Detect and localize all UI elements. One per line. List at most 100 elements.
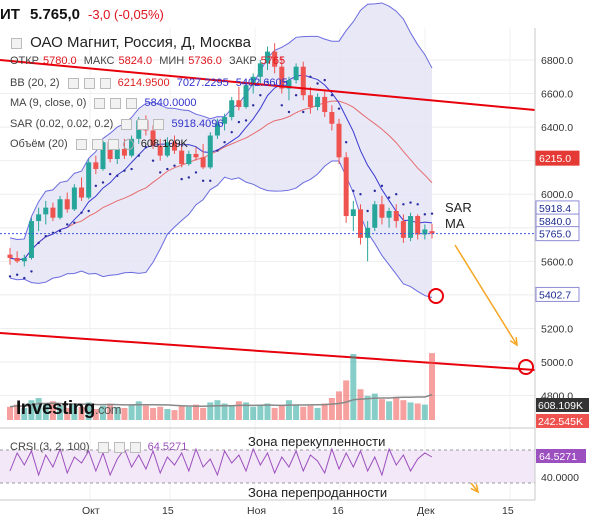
- sar-dot: [23, 276, 26, 280]
- candle-body: [222, 117, 228, 124]
- sar-dot: [309, 75, 312, 78]
- sar-dot: [352, 189, 355, 193]
- sar-dot: [15, 273, 19, 276]
- volume-bar: [214, 400, 221, 420]
- trend-line-lower: [0, 332, 536, 371]
- volume-bar: [350, 354, 357, 420]
- sar-dot: [395, 193, 398, 196]
- candle-body: [257, 63, 263, 77]
- candle-body: [336, 123, 342, 158]
- candle-body: [386, 211, 392, 218]
- volume-bar: [42, 403, 49, 420]
- sar-dot: [151, 159, 155, 162]
- eye-icon[interactable]: [94, 97, 106, 109]
- info-icon[interactable]: [122, 138, 134, 150]
- volume-bar: [421, 404, 428, 420]
- settings-icon[interactable]: [110, 97, 122, 109]
- volume-bar: [7, 406, 13, 420]
- sar-dot: [380, 184, 384, 188]
- collapse-icon[interactable]: [11, 37, 22, 49]
- candle-body: [400, 221, 406, 238]
- candle-body: [100, 142, 106, 170]
- close-icon[interactable]: [107, 138, 119, 150]
- volume-bar: [364, 395, 371, 420]
- sar-dot: [223, 141, 226, 144]
- settings-icon[interactable]: [137, 118, 149, 130]
- candle-body: [329, 112, 335, 124]
- candle-body: [36, 214, 42, 222]
- open-label: ОТКР: [10, 55, 40, 67]
- candle-body: [136, 120, 142, 139]
- high-value: 5824.0: [118, 55, 153, 67]
- close-icon[interactable]: [153, 118, 165, 130]
- close-icon[interactable]: [126, 97, 138, 109]
- header: ИТ 5.765,0 -3,0 (-0,05%): [0, 0, 164, 28]
- sar-dot: [201, 179, 205, 182]
- candle-body: [264, 51, 270, 64]
- candle-body: [315, 96, 321, 107]
- candle-body: [50, 207, 56, 218]
- candle-body: [57, 199, 63, 218]
- candle-body: [121, 148, 127, 156]
- volume-bar: [250, 406, 257, 420]
- high-label: МАКС: [83, 55, 115, 67]
- settings-icon[interactable]: [91, 138, 103, 150]
- time-tick-label: Ноя: [247, 505, 266, 517]
- eye-icon[interactable]: [75, 138, 87, 150]
- annotation-oversold: Зона перепроданности: [248, 485, 387, 500]
- time-tick-label: Окт: [82, 505, 100, 517]
- crsi-legend-row: CRSI (3, 2, 100) 64.5271: [10, 441, 191, 453]
- candle-body: [350, 209, 356, 217]
- sar-dot: [123, 169, 126, 172]
- volume-bar: [35, 398, 42, 420]
- candle-body: [86, 162, 92, 198]
- bb-legend-row: BB (20, 2) 6214.9500 7027.2295 5402.6605: [10, 77, 292, 89]
- volume-bar: [135, 401, 142, 420]
- price-badge: [535, 226, 580, 242]
- settings-icon[interactable]: [113, 441, 125, 453]
- sar-dot: [116, 174, 119, 177]
- candle-body: [14, 257, 20, 262]
- eye-icon[interactable]: [121, 118, 133, 130]
- ma-value: 5840.0000: [144, 97, 197, 109]
- price-badge: [535, 150, 580, 166]
- price-badge-label: 6215.0: [539, 153, 571, 165]
- volume-bar: [407, 402, 414, 420]
- candle-body: [28, 221, 34, 258]
- price-tick-label: 6600.0: [541, 89, 573, 101]
- volume-bar: [78, 406, 85, 420]
- eye-icon[interactable]: [97, 441, 109, 453]
- close-icon[interactable]: [99, 77, 111, 89]
- price-badge-label: 5840.0: [539, 216, 571, 228]
- eye-icon[interactable]: [67, 77, 79, 89]
- crsi-band: [0, 450, 535, 483]
- candle-body: [64, 199, 70, 210]
- volume-bar: [393, 396, 400, 420]
- price-tick-label: 6400.0: [541, 122, 573, 134]
- volume-bar: [271, 407, 278, 420]
- candle-body: [93, 162, 99, 170]
- sar-dot: [73, 221, 76, 224]
- time-tick-label: Дек: [417, 505, 435, 517]
- sar-dot: [237, 120, 241, 124]
- volume-bar: [235, 401, 242, 420]
- sar-dot: [366, 209, 369, 213]
- candle-body: [415, 216, 421, 235]
- annotation-overbought: Зона перекупленности: [248, 434, 385, 449]
- sar-dot: [194, 171, 198, 174]
- price-tick-label: 6800.0: [541, 55, 573, 67]
- sar-dot: [159, 171, 162, 174]
- candle-body: [307, 95, 313, 107]
- close-icon[interactable]: [129, 441, 141, 453]
- sar-dot: [130, 167, 133, 171]
- annotation-sar: SAR: [445, 200, 472, 215]
- sar-legend-row: SAR (0.02, 0.02, 0.2) 5918.4096: [10, 118, 227, 130]
- candle-body: [236, 100, 242, 107]
- volume-bar: [28, 400, 35, 420]
- time-tick-label: 16: [332, 505, 344, 517]
- candle-body: [193, 153, 199, 158]
- volume-bar: [285, 400, 292, 420]
- logo-main: Investing: [16, 398, 95, 419]
- settings-icon[interactable]: [83, 77, 95, 89]
- volume-bar: [99, 405, 106, 420]
